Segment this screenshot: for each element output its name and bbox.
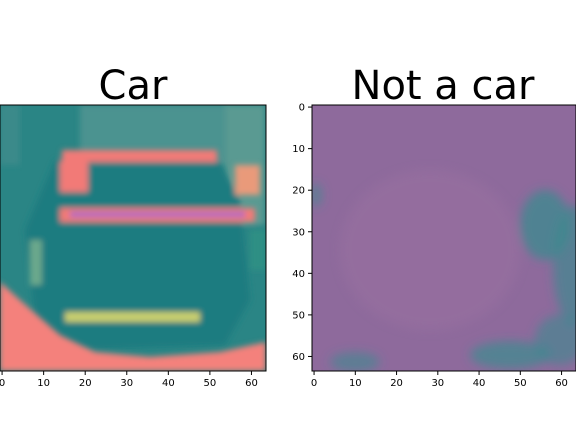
x-tick-label: 30 xyxy=(431,378,444,389)
y-tick-label: 60 xyxy=(292,352,305,363)
y-tick-label: 0 xyxy=(299,103,305,114)
x-tick-label: 10 xyxy=(349,378,362,389)
y-tick-label: 30 xyxy=(292,227,305,238)
x-tick-label: 40 xyxy=(162,378,175,389)
x-tick-label: 40 xyxy=(473,378,486,389)
x-tick-label: 30 xyxy=(120,378,133,389)
car-image xyxy=(0,105,266,371)
y-tick-label: 40 xyxy=(292,269,305,280)
car-axes-frame xyxy=(0,104,267,372)
y-tick-label: 50 xyxy=(292,310,305,321)
x-tick-label: 50 xyxy=(204,378,217,389)
x-tick-label: 50 xyxy=(514,378,527,389)
panel-title-not-car: Not a car xyxy=(352,63,536,109)
y-tick-label: 20 xyxy=(292,186,305,197)
x-tick-label: 0 xyxy=(311,378,317,389)
not-car-axes-frame xyxy=(311,104,576,372)
x-tick-label: 0 xyxy=(0,378,5,389)
not-car-y-axis: 0 10 20 30 40 50 60 xyxy=(292,103,312,363)
x-tick-label: 20 xyxy=(79,378,92,389)
not-car-image xyxy=(312,105,576,371)
car-x-axis: 0 10 20 30 40 50 60 xyxy=(0,371,258,389)
x-tick-label: 10 xyxy=(37,378,50,389)
y-tick-label: 10 xyxy=(292,144,305,155)
x-tick-label: 60 xyxy=(245,378,258,389)
x-tick-label: 60 xyxy=(555,378,568,389)
panel-title-car: Car xyxy=(99,63,168,109)
x-tick-label: 20 xyxy=(390,378,403,389)
not-car-x-axis: 0 10 20 30 40 50 60 xyxy=(311,371,568,389)
